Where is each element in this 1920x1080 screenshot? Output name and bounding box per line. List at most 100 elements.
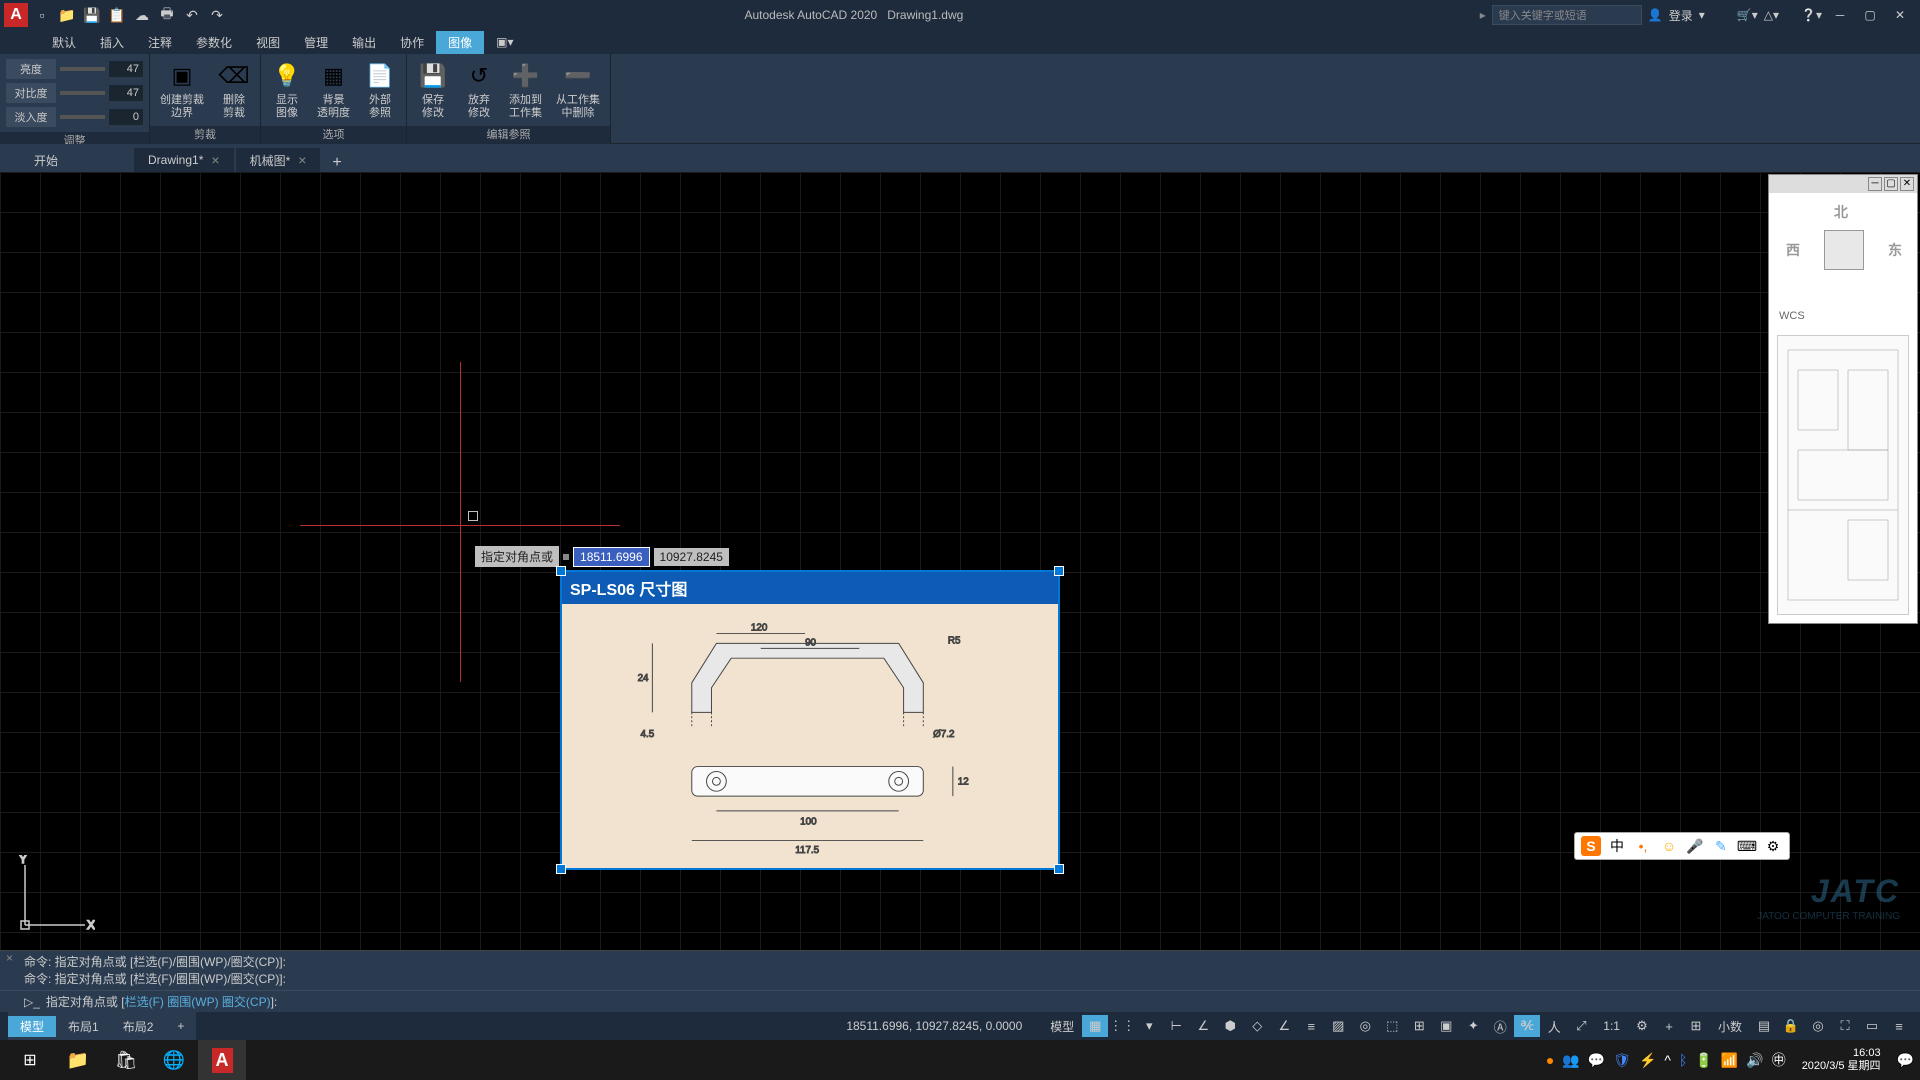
annoscale-icon[interactable]: ℀ [1514,1015,1540,1037]
tray-wifi-icon[interactable]: 📶 [1721,1052,1738,1069]
lineweight-icon[interactable]: ≡ [1298,1015,1324,1037]
qat-save-icon[interactable]: 💾 [81,4,103,26]
tab-mech[interactable]: 机械图*× [236,148,321,172]
help-icon[interactable]: ❔▾ [1801,8,1822,22]
transparency-icon[interactable]: ▨ [1325,1015,1351,1037]
tray-volume-icon[interactable]: 🔊 [1746,1052,1763,1069]
qat-new-icon[interactable]: ▫ [31,4,53,26]
nav-close-button[interactable]: ✕ [1900,177,1914,191]
snap-toggle-icon[interactable]: ⋮⋮ [1109,1015,1135,1037]
taskbar-clock[interactable]: 16:03 2020/3/5 星期四 [1794,1047,1889,1073]
explorer-icon[interactable]: 📁 [54,1040,102,1080]
lock-ui-icon[interactable]: 🔒 [1778,1015,1804,1037]
layout-add-button[interactable]: + [165,1017,196,1035]
tab-annotate[interactable]: 注释 [136,31,184,54]
autoscale-icon[interactable]: ⤢ [1568,1015,1594,1037]
quickprops-icon[interactable]: ▤ [1751,1015,1777,1037]
tray-wechat-icon[interactable]: 💬 [1588,1052,1605,1069]
layout-1[interactable]: 布局1 [56,1016,111,1037]
tray-icon[interactable]: ● [1546,1052,1554,1068]
units-icon[interactable]: ⊞ [1683,1015,1709,1037]
ime-keyboard-icon[interactable]: ⌨ [1737,836,1757,856]
ortho-toggle-icon[interactable]: ⊢ [1163,1015,1189,1037]
isolate-icon[interactable]: ◎ [1805,1015,1831,1037]
qat-plot-icon[interactable]: 🖶 [156,4,178,26]
ammonitor-icon[interactable]: + [1656,1015,1682,1037]
grip-handle[interactable] [556,566,566,576]
units-readout[interactable]: 小数 [1710,1018,1750,1035]
cmd-opt[interactable]: 圈交(CP) [222,993,271,1010]
qat-redo-icon[interactable]: ↷ [206,4,228,26]
status-model[interactable]: 模型 [1042,1018,1082,1035]
nav-max-button[interactable]: ▢ [1884,177,1898,191]
minimize-button[interactable]: ─ [1828,3,1852,27]
brightness-slider[interactable] [60,67,105,71]
annomon-icon[interactable]: Ⓐ [1487,1015,1513,1037]
search-input[interactable]: 键入关键字或短语 [1492,5,1642,25]
tray-security-icon[interactable]: 🛡 [1613,1052,1631,1069]
tab-close-icon[interactable]: × [211,152,219,168]
remove-workset-button[interactable]: ➖从工作集中删除 [550,58,606,122]
tab-insert[interactable]: 插入 [88,31,136,54]
brightness-value[interactable]: 47 [109,61,143,77]
layout-2[interactable]: 布局2 [111,1016,166,1037]
qat-open-icon[interactable]: 📁 [56,4,78,26]
infocenter-icon[interactable]: 👤 [1648,8,1663,22]
discard-edits-button[interactable]: ↺放弃修改 [457,58,501,122]
tab-parametric[interactable]: 参数化 [184,31,244,54]
start-button[interactable]: ⊞ [6,1040,54,1080]
polar-toggle-icon[interactable]: ∠ [1190,1015,1216,1037]
tab-start[interactable]: 开始 [20,148,72,172]
ime-punct-icon[interactable]: •, [1633,836,1653,856]
tray-ime-icon[interactable]: ㊥ [1772,1050,1786,1070]
osnap-toggle-icon[interactable]: ◇ [1244,1015,1270,1037]
layout-model[interactable]: 模型 [8,1016,56,1037]
cmd-close-icon[interactable]: × [6,951,13,965]
remove-clip-button[interactable]: ⌫删除剪裁 [212,58,256,122]
ime-sogou-icon[interactable]: S [1581,836,1601,856]
qat-saveas-icon[interactable]: 📋 [106,4,128,26]
cmd-opt[interactable]: 栏选(F) [125,993,164,1010]
fade-value[interactable]: 0 [109,109,143,125]
login-label[interactable]: 登录 [1669,7,1693,24]
tab-image[interactable]: 图像 [436,31,484,54]
fade-slider[interactable] [60,115,105,119]
create-clip-button[interactable]: ▣创建剪裁边界 [154,58,210,122]
store-icon[interactable]: 🛍 [102,1040,150,1080]
tab-view[interactable]: 视图 [244,31,292,54]
tray-battery-icon[interactable]: 🔋 [1695,1052,1712,1069]
grid-toggle-icon[interactable]: ▦ [1082,1015,1108,1037]
view-cube[interactable]: 北 西 东 [1804,210,1884,290]
hardware-icon[interactable]: ⛶ [1832,1015,1858,1037]
tray-chevron-icon[interactable]: ^ [1664,1052,1671,1068]
ime-mic-icon[interactable]: 🎤 [1685,836,1705,856]
cmd-opt[interactable]: 圈围(WP) [167,993,218,1010]
app-exchange-icon[interactable]: △▾ [1764,8,1779,22]
dyn-x-input[interactable]: 18511.6996 [573,547,650,567]
embedded-image[interactable]: SP-LS06 尺寸图 120 90 R5 [560,570,1060,870]
scale-readout[interactable]: 1:1 [1595,1019,1628,1033]
contrast-slider[interactable] [60,91,105,95]
contrast-value[interactable]: 47 [109,85,143,101]
notifications-icon[interactable]: 💬 [1897,1052,1914,1069]
drawing-canvas[interactable]: 指定对角点或 18511.6996 10927.8245 SP-LS06 尺寸图 [0,172,1920,950]
app-logo[interactable]: A [4,3,28,27]
dyn-y-input[interactable]: 10927.8245 [654,548,729,566]
tab-drawing1[interactable]: Drawing1*× [134,148,234,172]
nav-min-button[interactable]: ─ [1868,177,1882,191]
ime-emoji-icon[interactable]: ☺ [1659,836,1679,856]
cart-icon[interactable]: 🛒▾ [1737,8,1758,22]
gizmo-icon[interactable]: ✦ [1460,1015,1486,1037]
qat-undo-icon[interactable]: ↶ [181,4,203,26]
close-button[interactable]: ✕ [1888,3,1912,27]
tab-output[interactable]: 输出 [340,31,388,54]
bg-trans-button[interactable]: ▦背景透明度 [311,58,356,122]
add-workset-button[interactable]: ➕添加到工作集 [503,58,548,122]
ext-ref-button[interactable]: 📄外部参照 [358,58,402,122]
workspace-icon[interactable]: ⚙ [1629,1015,1655,1037]
infer-toggle-icon[interactable]: ▾ [1136,1015,1162,1037]
tab-collab[interactable]: 协作 [388,31,436,54]
tab-close-icon[interactable]: × [298,152,306,168]
grip-handle[interactable] [1054,566,1064,576]
ime-settings-icon[interactable]: ⚙ [1763,836,1783,856]
